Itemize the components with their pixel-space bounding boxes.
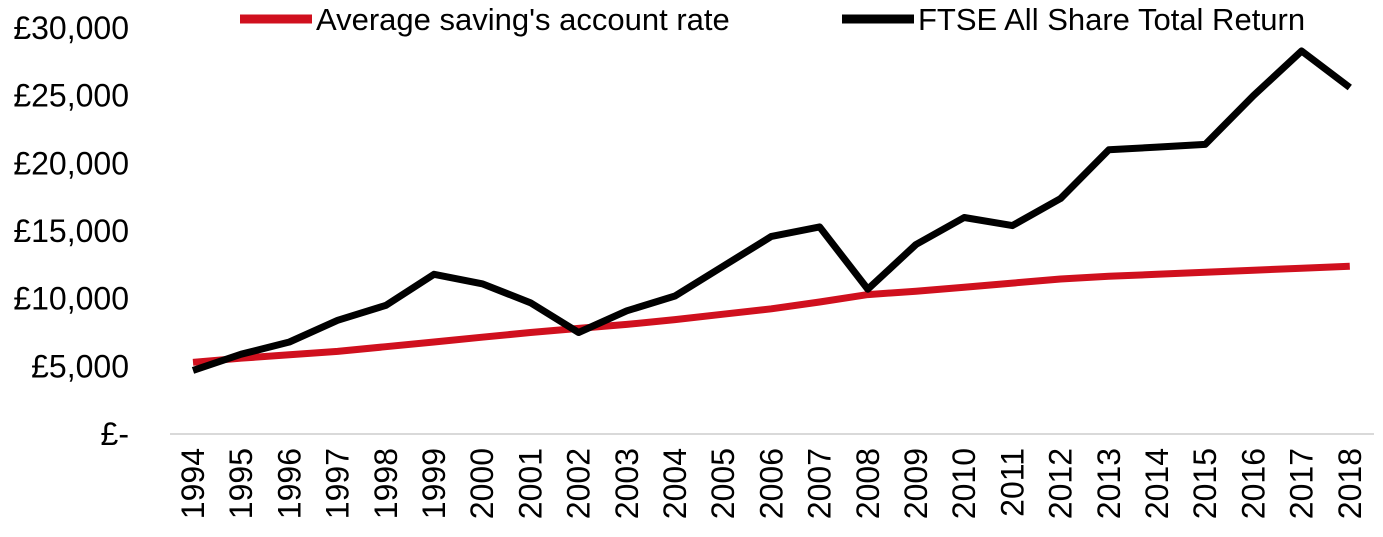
x-tick-label: 2009: [898, 448, 934, 519]
x-tick-label: 2003: [609, 448, 645, 519]
x-tick-label: 2012: [1043, 448, 1079, 519]
series-line-ftse: [191, 47, 1352, 374]
x-tick-label: 2002: [561, 448, 597, 519]
legend-label-savings: Average saving's account rate: [316, 2, 730, 37]
y-tick-label: £5,000: [31, 348, 129, 384]
x-tick-label: 2011: [994, 448, 1030, 517]
x-tick-label: 1996: [271, 448, 307, 519]
x-tick-label: 2007: [802, 448, 838, 519]
x-tick-label: 1994: [175, 448, 211, 519]
x-tick-label: 2010: [946, 448, 982, 519]
legend: Average saving's account rate FTSE All S…: [240, 2, 1305, 37]
x-tick-label: 1999: [416, 448, 452, 519]
y-tick-label: £-: [101, 416, 129, 452]
x-tick-label: 2001: [512, 448, 548, 519]
x-tick-label: 1997: [320, 448, 356, 519]
x-tick-label: 2004: [657, 448, 693, 519]
x-tick-label: 2013: [1091, 448, 1127, 519]
x-axis-ticks: 1994 1995 1996 1997 1998 1999 2000 2001 2002 2003…: [175, 448, 1368, 519]
x-tick-label: 2006: [753, 448, 789, 519]
x-tick-label: 2014: [1139, 448, 1175, 519]
y-tick-label: £15,000: [13, 213, 129, 249]
x-tick-label: 2000: [464, 448, 500, 519]
x-tick-label: 1995: [223, 448, 259, 519]
y-axis-ticks: £- £5,000 £10,000 £15,000 £20,000 £25,000 £30,…: [13, 10, 129, 452]
y-tick-label: £25,000: [13, 78, 129, 114]
x-tick-label: 2008: [850, 448, 886, 519]
legend-label-ftse: FTSE All Share Total Return: [918, 2, 1305, 37]
y-tick-label: £30,000: [13, 10, 129, 46]
x-tick-label: 2015: [1187, 448, 1223, 519]
x-tick-label: 1998: [368, 448, 404, 519]
x-tick-label: 2018: [1332, 448, 1368, 519]
y-tick-label: £20,000: [13, 145, 129, 181]
x-tick-label: 2005: [705, 448, 741, 519]
series-lines: [191, 47, 1352, 374]
x-tick-label: 2017: [1284, 448, 1320, 519]
y-tick-label: £10,000: [13, 281, 129, 317]
x-tick-label: 2016: [1235, 448, 1271, 519]
